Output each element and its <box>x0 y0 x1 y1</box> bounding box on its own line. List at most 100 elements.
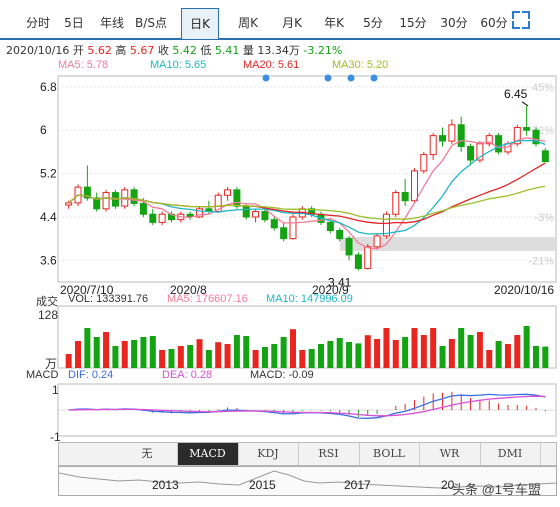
volume-bar <box>224 344 231 368</box>
candle-body <box>495 135 503 153</box>
candle-body <box>149 213 157 223</box>
volume-bar <box>486 350 493 368</box>
volume-bar <box>420 335 427 368</box>
volume-bar <box>430 328 437 368</box>
candle-body <box>83 186 91 199</box>
high-value: 5.67 <box>129 44 155 57</box>
volume-bar <box>243 336 250 368</box>
volume-bar <box>65 354 72 368</box>
high-label: 高 <box>115 44 127 57</box>
indicator-button-bar: 无 MACD KDJ RSI BOLL WR DMI <box>58 442 557 466</box>
x-date-label: 2020/9 <box>312 283 349 297</box>
tab-7[interactable]: 年K <box>324 16 344 30</box>
volume-bar <box>448 339 455 368</box>
x-date-label: 2020/7/10 <box>60 283 114 297</box>
volume-bar <box>402 337 409 368</box>
open-value: 5.62 <box>87 44 112 57</box>
volume-bar <box>476 332 483 368</box>
indicator-button-1[interactable]: MACD <box>177 443 239 465</box>
indicator-button-2[interactable]: KDJ <box>238 443 299 465</box>
candle-body <box>354 254 362 269</box>
tab-3[interactable]: B/S点 <box>135 16 167 30</box>
event-marker <box>347 74 355 82</box>
candle-body <box>336 230 344 240</box>
ma5-line <box>68 137 546 250</box>
pct-tick-label: -3% <box>534 212 554 224</box>
candle-body <box>242 205 250 218</box>
tab-11[interactable]: 60分 <box>480 16 508 30</box>
volume-bar <box>196 339 203 368</box>
volume-bar <box>467 335 474 368</box>
volume-bar <box>75 341 82 368</box>
volume-bar <box>112 346 119 368</box>
volume-bar <box>336 338 343 368</box>
x-date-label: 2020/10/16 <box>494 283 554 297</box>
volume-bar <box>374 339 381 368</box>
ma30-legend: MA30: 5.20 <box>332 59 389 71</box>
indicator-button-3[interactable]: RSI <box>299 443 360 465</box>
price-frame <box>57 75 557 283</box>
tab-4[interactable]: 日K <box>181 8 219 39</box>
timeline-year: 2015 <box>249 478 276 492</box>
candle-body <box>345 238 353 256</box>
candle-body <box>467 145 475 161</box>
volume-bar <box>121 341 128 368</box>
macd-dea: DEA: 0.28 <box>162 369 213 381</box>
indicator-button-6[interactable]: DMI <box>480 443 541 465</box>
candle-body <box>420 154 428 172</box>
candle-body <box>224 189 232 196</box>
volume-bar <box>542 346 549 368</box>
timeline-year: 20 <box>441 478 455 492</box>
timeline-year: 2013 <box>152 478 179 492</box>
volume-ma5: MA5: 176607.16 <box>167 293 248 305</box>
candle-body <box>429 135 437 156</box>
volume-bar <box>271 344 278 368</box>
candle-body <box>326 221 334 232</box>
ma20-legend: MA20: 5.61 <box>243 59 300 71</box>
candle-body <box>392 192 400 215</box>
macd-dif: DIF: 0.24 <box>68 369 114 381</box>
y-tick-label: 3.6 <box>40 253 57 267</box>
volume-bar <box>392 340 399 368</box>
tab-5[interactable]: 周K <box>238 16 258 30</box>
tab-10[interactable]: 30分 <box>440 16 468 30</box>
quote-date: 2020/10/16 <box>6 44 70 57</box>
tab-2[interactable]: 年线 <box>99 16 124 30</box>
candle-body <box>457 124 465 147</box>
tab-9[interactable]: 15分 <box>399 16 427 30</box>
candle-body <box>270 219 278 229</box>
indicator-button-4[interactable]: BOLL <box>359 443 420 465</box>
tab-0[interactable]: 分时 <box>25 16 50 30</box>
fullscreen-icon[interactable] <box>512 11 530 29</box>
candle-body <box>364 246 372 269</box>
ma5-legend: MA5: 5.78 <box>58 59 109 71</box>
candle-body <box>410 170 418 202</box>
indicator-button-0[interactable]: 无 <box>117 443 178 465</box>
event-marker <box>370 74 378 82</box>
volume-bar <box>504 344 511 368</box>
low-value: 5.41 <box>214 44 240 57</box>
candle-body <box>280 227 288 240</box>
macd-value: MACD: -0.09 <box>250 369 314 381</box>
tab-8[interactable]: 5分 <box>363 16 383 30</box>
candle-body <box>532 129 540 145</box>
volume-bar <box>261 347 268 368</box>
tab-6[interactable]: 月K <box>282 16 302 30</box>
volume-bar <box>140 337 147 368</box>
candle-body <box>382 213 390 237</box>
volume-bar <box>318 344 325 368</box>
close-label: 收 <box>157 44 169 57</box>
tab-1[interactable]: 5日 <box>64 16 84 30</box>
watermark: 头条 @1号车盟 <box>452 482 542 497</box>
volume-bar <box>514 335 521 368</box>
volume-bar <box>205 350 212 368</box>
volume-bar <box>355 343 362 368</box>
volume-frame <box>57 305 557 369</box>
pct-tick-label: 45% <box>532 82 554 94</box>
candle-body <box>158 213 166 223</box>
volume-value: VOL: 133391.76 <box>68 293 149 305</box>
timeline-navigator[interactable] <box>58 466 557 496</box>
indicator-button-5[interactable]: WR <box>420 443 481 465</box>
x-date-label: 2020/8 <box>170 283 207 297</box>
volume-bar <box>131 340 138 368</box>
